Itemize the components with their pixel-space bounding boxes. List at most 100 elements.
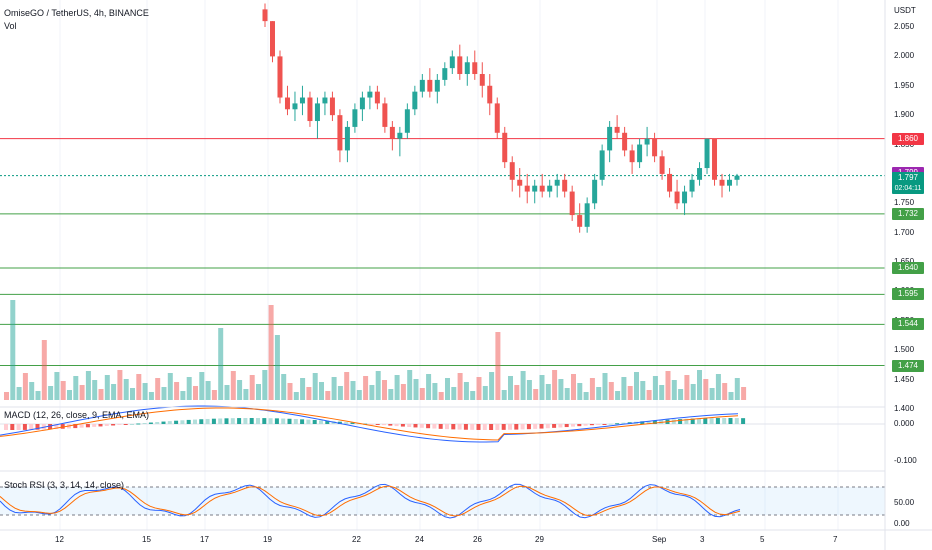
macd-histogram-bar bbox=[230, 418, 235, 424]
macd-histogram-bar bbox=[571, 424, 575, 427]
volume-bar bbox=[589, 378, 595, 400]
candle-body bbox=[382, 103, 388, 127]
volume-bar bbox=[413, 379, 419, 400]
volume-bar bbox=[438, 392, 444, 400]
candle-body bbox=[547, 185, 553, 192]
volume-bar bbox=[394, 375, 400, 400]
macd-histogram-bar bbox=[262, 418, 267, 424]
volume-bar bbox=[4, 392, 9, 400]
time-tick-label: 19 bbox=[263, 535, 272, 544]
candle-body bbox=[629, 150, 635, 163]
volume-bar bbox=[29, 382, 35, 400]
macd-histogram-bar bbox=[400, 424, 405, 427]
volume-bar bbox=[715, 374, 721, 400]
macd-histogram-bar bbox=[243, 418, 248, 424]
stoch-rsi-pane bbox=[0, 483, 885, 519]
candle-body bbox=[307, 97, 313, 122]
macd-histogram-bar bbox=[678, 419, 683, 424]
price-level-tag: 1.732 bbox=[892, 207, 924, 220]
candle-body bbox=[614, 126, 620, 133]
candle-body bbox=[599, 150, 605, 180]
macd-histogram-bar bbox=[482, 424, 487, 430]
volume-bar bbox=[243, 389, 249, 400]
volume-bar bbox=[457, 373, 463, 400]
candle-body bbox=[412, 91, 418, 110]
volume-bar bbox=[476, 377, 482, 400]
macd-histogram-bar bbox=[388, 424, 393, 426]
volume-bar bbox=[281, 374, 287, 400]
candle-body bbox=[562, 179, 568, 192]
macd-histogram-bar bbox=[589, 424, 594, 426]
volume-bar bbox=[22, 373, 28, 400]
time-tick-label: 3 bbox=[700, 535, 705, 544]
macd-histogram-bar bbox=[60, 424, 65, 429]
candle-body bbox=[314, 103, 320, 122]
price-tick-label: 2.000 bbox=[894, 51, 915, 61]
volume-bar bbox=[205, 381, 211, 400]
macd-histogram-bar bbox=[48, 424, 53, 430]
macd-pane bbox=[0, 405, 885, 443]
volume-bar bbox=[470, 391, 476, 400]
macd-histogram-bar bbox=[520, 424, 525, 430]
candle-body bbox=[637, 144, 643, 163]
volume-bar bbox=[382, 380, 387, 400]
volume-bar bbox=[117, 370, 123, 400]
candle-body bbox=[592, 179, 598, 204]
price-tick-label: 1.400 bbox=[894, 404, 915, 413]
macd-histogram-bar bbox=[583, 424, 588, 426]
macd-histogram-bar bbox=[470, 424, 475, 430]
macd-histogram-bar bbox=[564, 424, 569, 428]
volume-bar bbox=[646, 390, 652, 400]
signal-line bbox=[0, 407, 739, 441]
macd-histogram-bar bbox=[451, 424, 456, 430]
volume-bar bbox=[596, 387, 602, 400]
volume-bar bbox=[356, 390, 362, 400]
macd-histogram-bar bbox=[300, 419, 305, 424]
volume-bar bbox=[344, 372, 350, 400]
volume-bar bbox=[79, 385, 85, 400]
candle-body bbox=[374, 91, 380, 104]
volume-bar bbox=[552, 370, 558, 400]
volume-bar bbox=[545, 384, 551, 400]
candle-body bbox=[667, 173, 673, 192]
candle-body bbox=[472, 62, 478, 75]
volume-bar bbox=[728, 392, 734, 400]
candle-body bbox=[682, 191, 688, 204]
macd-histogram-bar bbox=[92, 424, 97, 427]
macd-histogram-bar bbox=[539, 424, 544, 429]
volume-bar bbox=[10, 300, 16, 400]
time-tick-label: 24 bbox=[415, 535, 424, 544]
candle-body bbox=[689, 179, 695, 192]
macd-histogram-bar bbox=[709, 418, 714, 424]
macd-histogram-bar bbox=[268, 418, 273, 424]
time-tick-label: 17 bbox=[200, 535, 209, 544]
volume-bar bbox=[249, 375, 255, 400]
candle-body bbox=[449, 56, 455, 69]
volume-bar bbox=[224, 385, 230, 400]
volume-bar bbox=[602, 373, 608, 400]
candle-body bbox=[652, 138, 658, 157]
macd-histogram-bar bbox=[621, 422, 626, 424]
volume-bar bbox=[463, 382, 469, 400]
macd-histogram-bar bbox=[438, 424, 443, 429]
symbol-title: OmiseGO / TetherUS, 4h, BINANCE bbox=[4, 8, 149, 18]
volume-bar bbox=[621, 377, 627, 400]
macd-histogram-bar bbox=[407, 424, 412, 428]
price-level-tag: 1.640 bbox=[892, 261, 924, 274]
candle-body bbox=[299, 97, 305, 104]
volume-bar bbox=[174, 382, 180, 400]
volume-bar bbox=[495, 332, 501, 400]
macd-histogram-bar bbox=[306, 419, 311, 424]
volume-bar bbox=[419, 388, 425, 400]
price-tick-label: 1.700 bbox=[894, 227, 915, 237]
price-level-tag: 1.595 bbox=[892, 288, 924, 301]
volume-bar bbox=[237, 380, 243, 400]
candle-body bbox=[359, 97, 365, 110]
macd-histogram-bar bbox=[104, 424, 109, 426]
volume-bar bbox=[671, 380, 677, 400]
macd-histogram-bar bbox=[167, 421, 172, 424]
candle-body bbox=[464, 62, 470, 75]
macd-histogram-bar bbox=[514, 424, 519, 430]
volume-bar bbox=[539, 375, 545, 400]
